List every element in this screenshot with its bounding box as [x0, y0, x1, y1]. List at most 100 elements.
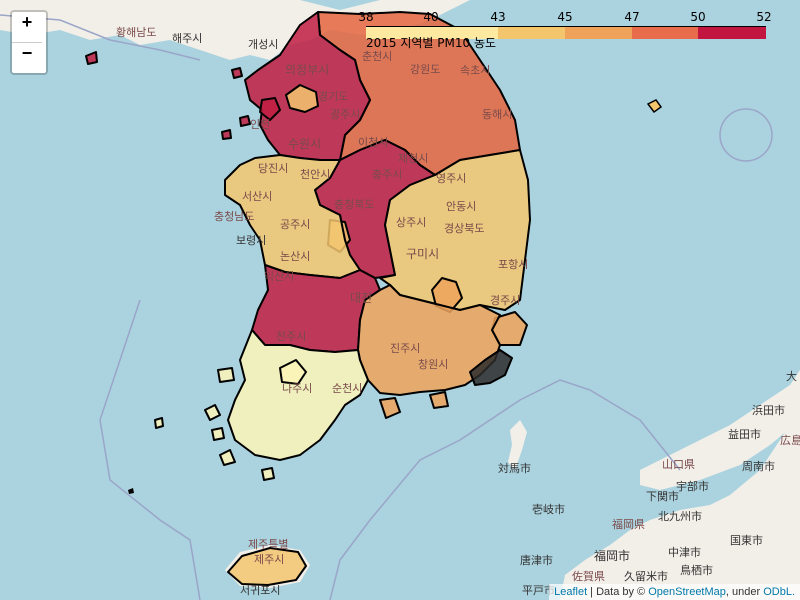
label-kurume: 久留米市	[624, 569, 668, 583]
attribution-text: | Data by ©	[587, 586, 649, 598]
label-tosu: 鳥栖市	[680, 563, 713, 577]
label-chuncheon: 춘천시	[362, 49, 392, 63]
legend-tick: 40	[423, 10, 439, 24]
label-pohang: 포항시	[498, 258, 528, 271]
label-iksan: 익산시	[264, 270, 294, 283]
region-incheon[interactable]	[259, 97, 281, 121]
region-chungnam[interactable]	[224, 154, 361, 279]
label-kitakyushu: 北九州市	[658, 509, 702, 523]
label-suncheon: 순천시	[332, 381, 362, 395]
zoom-control: + −	[10, 10, 48, 75]
label-dangjin: 당진시	[258, 162, 288, 175]
label-karatsu: 唐津市	[520, 553, 553, 567]
label-yamaguchi: 山口県	[662, 458, 695, 471]
label-donghae: 동해시	[482, 107, 512, 121]
label-seogwipo: 서귀포시	[240, 584, 280, 597]
legend-tick: 52	[756, 10, 772, 24]
label-chungnam: 충청남도	[214, 210, 254, 223]
region-seoul[interactable]	[285, 84, 319, 113]
label-gyeonggi: 경기도	[318, 90, 348, 103]
label-gaeseong: 개성시	[248, 38, 278, 51]
label-gyeongbuk: 경상북도	[444, 222, 484, 235]
maritime-borders	[0, 14, 773, 600]
label-naju: 나주시	[282, 382, 312, 395]
odbl-link[interactable]: ODbL.	[763, 586, 795, 598]
label-sangju: 상주시	[396, 216, 426, 229]
label-gongju: 공주시	[280, 218, 310, 231]
label-chungju: 충주시	[372, 168, 402, 181]
attribution-under: , under	[725, 586, 764, 598]
label-icheon: 이천시	[358, 135, 388, 149]
label-suwon: 수원시	[288, 137, 321, 151]
legend-swatch	[632, 27, 698, 39]
osm-link[interactable]: OpenStreetMap	[648, 586, 726, 598]
label-gyeongju: 경주시	[490, 294, 520, 307]
label-jinju: 진주시	[390, 342, 420, 355]
label-hamada: 浜田市	[752, 403, 785, 417]
legend-swatch	[366, 27, 498, 39]
label-jeonju: 전주시	[276, 330, 306, 343]
region-jeju[interactable]	[227, 547, 307, 586]
label-iki: 壱岐市	[532, 502, 565, 516]
label-gangwon: 강원도	[410, 63, 440, 76]
japan-land	[560, 410, 800, 600]
label-haeju: 해주시	[172, 31, 202, 45]
region-busan[interactable]	[469, 349, 513, 386]
region-jeonnam[interactable]	[227, 329, 369, 461]
provinces	[85, 11, 531, 586]
place-labels: 황해남도 해주시 개성시 의정부시 경기도 광주시 수원시 이천시 인천 춘천시…	[116, 25, 800, 597]
region-gyeongnam-islands[interactable]	[379, 391, 449, 419]
label-hwanghae: 황해남도	[116, 25, 156, 39]
tsushima-island	[508, 420, 527, 470]
legend-tick: 50	[690, 10, 706, 24]
region-gwangju[interactable]	[279, 359, 307, 385]
region-incheon-islands[interactable]	[85, 51, 251, 140]
label-uijeongbu: 의정부시	[285, 63, 329, 77]
legend-tick: 45	[557, 10, 573, 24]
region-southern-islands[interactable]	[154, 367, 275, 481]
label-boryeong: 보령시	[236, 234, 266, 247]
label-yeongju: 영주시	[436, 172, 466, 185]
legend-swatch	[498, 27, 565, 39]
label-saga: 佐賀県	[572, 569, 605, 583]
ulleung-island	[646, 99, 663, 114]
label-nonsan: 논산시	[280, 250, 310, 263]
label-gumi: 구미시	[406, 247, 439, 261]
label-shimonoseki: 下関市	[646, 489, 679, 503]
japan-honshu	[640, 370, 800, 490]
label-changwon: 창원시	[418, 358, 448, 371]
label-oita: 大	[786, 369, 797, 383]
label-sokcho: 속초시	[460, 64, 490, 77]
label-fukuoka-pref: 福岡県	[612, 517, 645, 531]
label-masuda: 益田市	[728, 427, 761, 441]
label-daejeon: 대전	[350, 291, 372, 305]
legend-title: 2015 지역별 PM10 농도	[366, 36, 497, 50]
small-island	[128, 488, 134, 494]
label-andong: 안동시	[446, 200, 476, 213]
legend-tick: 43	[490, 10, 506, 24]
legend-tick: 47	[624, 10, 640, 24]
label-hirado: 平戸市	[522, 583, 555, 597]
label-nakatsu: 中津市	[668, 545, 701, 559]
label-incheon: 인천	[250, 117, 270, 131]
map-attribution: Leaflet | Data by © OpenStreetMap, under…	[549, 584, 800, 600]
leaflet-link[interactable]: Leaflet	[554, 586, 588, 598]
label-cheonan: 천안시	[300, 167, 330, 181]
label-jeju: 제주시	[254, 553, 284, 566]
zoom-in-button[interactable]: +	[12, 12, 42, 43]
label-fukuoka: 福岡市	[594, 548, 630, 563]
label-gwangju-gg: 광주시	[330, 108, 360, 121]
legend-tick: 38	[358, 10, 374, 24]
label-chungbuk: 충청북도	[334, 198, 374, 211]
label-jecheon: 제천시	[398, 151, 428, 165]
label-tsushima: 対馬市	[498, 461, 531, 475]
label-ube: 宇部市	[676, 479, 709, 493]
color-legend: 38 40 43 45 47 50 52 2015 지역별 PM10 농도	[358, 10, 771, 50]
zoom-out-button[interactable]: −	[21, 43, 33, 63]
label-kunisaki: 国東市	[730, 533, 763, 547]
label-hiroshima: 広島	[780, 433, 800, 447]
label-shunan: 周南市	[742, 459, 775, 473]
label-jeju-prov: 제주특별	[248, 538, 288, 551]
legend-swatch	[565, 27, 632, 39]
